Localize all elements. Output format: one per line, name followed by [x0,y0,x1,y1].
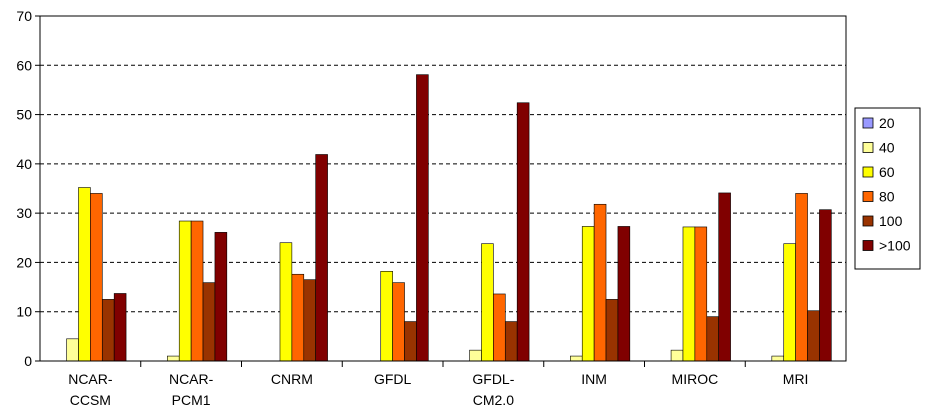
bar-NCAR-CCSM-40 [67,339,79,361]
bar-INM->100 [618,226,630,361]
bar-NCAR-CCSM-60 [78,188,90,361]
legend-swatch [863,241,873,251]
bar-MIROC-80 [695,227,707,361]
bar-CNRM-100 [304,280,316,361]
bar-NCAR-PCM1-40 [167,356,179,361]
x-tick-label-line: CM2.0 [473,392,514,408]
legend-swatch [863,143,873,153]
legend-label: 80 [879,189,895,205]
x-tick-label: GFDL- CM2.0 [472,371,514,408]
x-tick-label: CNRM [271,371,313,387]
bar-NCAR-CCSM->100 [114,293,126,361]
legend-swatch [863,192,873,202]
legend-swatch [863,167,873,177]
bar-INM-100 [606,299,618,361]
x-tick-label-line: GFDL [374,371,412,387]
x-tick-label-line: NCAR- [169,371,214,387]
legend-label: >100 [879,238,911,254]
y-tick-label: 0 [24,353,32,369]
x-tick-label: MRI [783,371,809,387]
legend-swatch [863,118,873,128]
x-tick-label: NCAR- CCSM [68,371,113,408]
x-tick-label-line: CNRM [271,371,313,387]
legend-label: 40 [879,140,895,156]
bar-MIROC-100 [707,317,719,361]
bar-GFDL->100 [416,75,428,361]
bar-NCAR-CCSM-100 [102,299,114,361]
legend-label: 20 [879,115,895,131]
bar-MRI-100 [808,311,820,361]
y-tick-label: 20 [16,254,32,270]
bar-GFDL-CM2.0-100 [505,322,517,361]
bar-MRI-40 [772,356,784,361]
x-tick-label-line: CCSM [70,392,111,408]
bar-GFDL-100 [405,322,417,361]
legend-label: 100 [879,213,903,229]
bar-INM-40 [570,356,582,361]
legend: 20 40 60 80 100 >100 [855,108,920,269]
bar-NCAR-CCSM-80 [90,193,102,361]
legend-swatch [863,216,873,226]
bar-GFDL-CM2.0-80 [493,294,505,361]
bar-NCAR-PCM1-100 [203,283,215,361]
x-tick-label-line: MRI [783,371,809,387]
bar-GFDL-CM2.0-40 [470,350,482,361]
bar-MIROC-40 [671,350,683,361]
bar-GFDL-CM2.0-60 [481,244,493,361]
y-tick-label: 60 [16,57,32,73]
bar-CNRM-60 [280,243,292,361]
x-tick-label-line: MIROC [672,371,719,387]
bar-MIROC->100 [719,193,731,361]
x-tick-label-line: NCAR- [68,371,113,387]
x-tick-label: INM [581,371,607,387]
y-tick-label: 30 [16,205,32,221]
x-tick-label-line: GFDL- [472,371,514,387]
x-tick-label-line: INM [581,371,607,387]
y-tick-label: 50 [16,107,32,123]
bar-CNRM-80 [292,274,304,361]
bar-NCAR-PCM1->100 [215,232,227,361]
bar-INM-80 [594,204,606,361]
bars [67,75,832,361]
bar-MRI->100 [819,210,831,361]
bar-NCAR-PCM1-80 [191,221,203,361]
x-tick-label-line: PCM1 [172,392,211,408]
bar-CNRM->100 [316,154,328,361]
legend-label: 60 [879,164,895,180]
bar-GFDL-CM2.0->100 [517,103,529,361]
bar-MRI-60 [784,244,796,361]
y-tick-label: 10 [16,304,32,320]
bar-GFDL-80 [393,283,405,361]
bar-INM-60 [582,226,594,361]
x-tick-label: NCAR- PCM1 [169,371,214,408]
bar-MRI-80 [796,193,808,361]
bar-NCAR-PCM1-60 [179,221,191,361]
x-tick-label: MIROC [672,371,719,387]
bar-GFDL-60 [381,271,393,361]
x-tick-label: GFDL [374,371,412,387]
bar-MIROC-60 [683,227,695,361]
y-tick-label: 70 [16,8,32,24]
y-tick-label: 40 [16,156,32,172]
